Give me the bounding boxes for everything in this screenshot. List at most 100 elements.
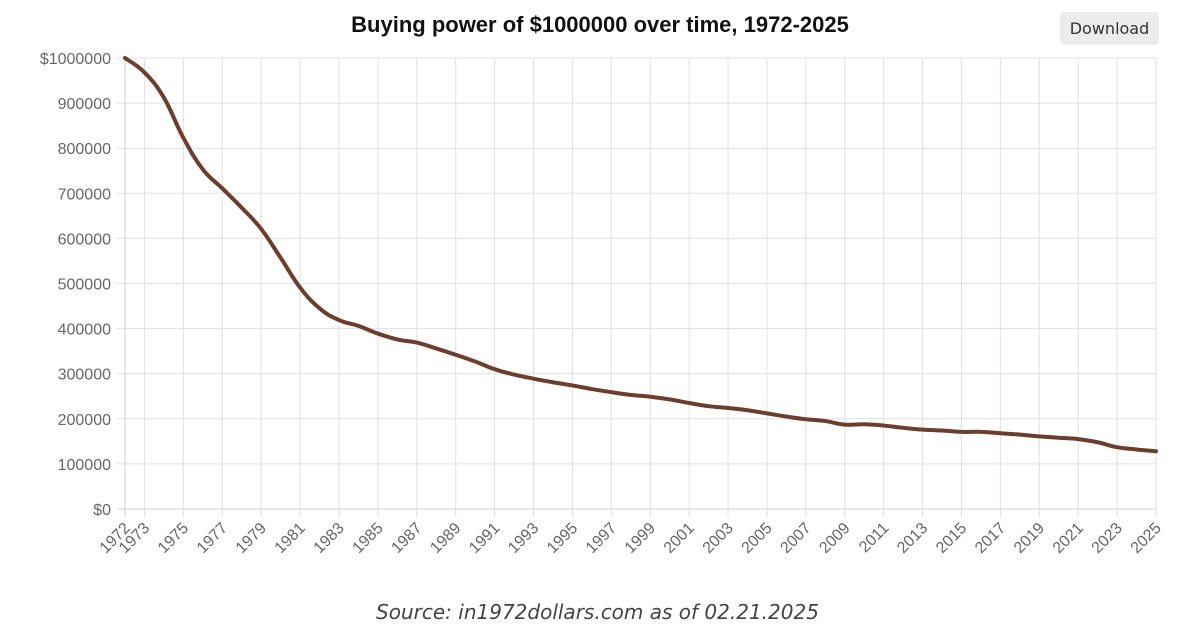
data-point-1996[interactable] [589, 386, 595, 392]
chart-title: Buying power of $1000000 over time, 1972… [351, 12, 849, 37]
data-point-1973[interactable] [141, 69, 147, 75]
data-point-2001[interactable] [686, 400, 692, 406]
data-point-2004[interactable] [744, 407, 750, 413]
data-point-1977[interactable] [219, 185, 225, 191]
data-point-2012[interactable] [900, 425, 906, 431]
x-tick-label: 1993 [505, 520, 542, 557]
y-tick-label: 900000 [58, 96, 111, 113]
x-tick-label: 1997 [583, 520, 620, 557]
x-tick-label: 2003 [700, 520, 737, 557]
data-point-1976[interactable] [200, 166, 206, 172]
data-point-2019[interactable] [1036, 433, 1042, 439]
data-point-1993[interactable] [531, 376, 537, 382]
y-tick-label: $1000000 [40, 51, 111, 68]
x-tick-label: 2001 [661, 520, 698, 557]
data-point-2002[interactable] [706, 403, 712, 409]
data-point-2015[interactable] [958, 429, 964, 435]
source-note: Source: in1972dollars.com as of 02.21.20… [376, 600, 819, 624]
data-point-2009[interactable] [842, 422, 848, 428]
x-tick-label: 2025 [1128, 520, 1165, 557]
x-tick-label: 1987 [388, 520, 425, 557]
y-tick-label: 800000 [58, 141, 111, 158]
data-point-2025[interactable] [1153, 448, 1159, 454]
data-point-2007[interactable] [803, 416, 809, 422]
x-tick-label: 1981 [272, 520, 309, 557]
data-point-2023[interactable] [1114, 444, 1120, 450]
data-point-2016[interactable] [978, 429, 984, 435]
data-point-1991[interactable] [492, 366, 498, 372]
data-point-1992[interactable] [511, 372, 517, 378]
data-point-1994[interactable] [550, 379, 556, 385]
data-point-2010[interactable] [861, 421, 867, 427]
data-point-2000[interactable] [667, 396, 673, 402]
x-tick-label: 2013 [894, 520, 931, 557]
download-button[interactable]: Download [1060, 12, 1159, 45]
x-tick-label: 1977 [194, 520, 231, 557]
x-tick-label: 2019 [1011, 520, 1048, 557]
data-point-1983[interactable] [336, 317, 342, 323]
data-point-1972[interactable] [122, 55, 128, 61]
data-point-1990[interactable] [472, 359, 478, 365]
y-tick-label: 600000 [58, 231, 111, 248]
y-axis: $0 100000 200000 300000 400000 500000 600000 70… [40, 51, 111, 519]
data-point-1984[interactable] [355, 323, 361, 329]
data-point-1980[interactable] [278, 255, 284, 261]
x-tick-label: 2011 [856, 520, 892, 556]
x-tick-label: 2023 [1089, 520, 1126, 557]
data-point-1979[interactable] [258, 226, 264, 232]
data-point-1999[interactable] [647, 394, 653, 400]
data-point-1974[interactable] [161, 95, 167, 101]
data-point-2017[interactable] [997, 430, 1003, 436]
data-point-1986[interactable] [394, 336, 400, 342]
x-tick-label: 1999 [622, 520, 659, 557]
data-point-2013[interactable] [920, 427, 926, 433]
x-tick-label: 2007 [777, 520, 814, 557]
data-point-1998[interactable] [628, 392, 634, 398]
x-tick-label: 1995 [544, 520, 581, 557]
data-point-2005[interactable] [764, 410, 770, 416]
data-point-1978[interactable] [239, 205, 245, 211]
x-tick-label: 1975 [155, 520, 192, 557]
data-point-1981[interactable] [297, 285, 303, 291]
data-point-1988[interactable] [433, 345, 439, 351]
y-tick-label: $0 [93, 502, 111, 519]
data-point-2006[interactable] [783, 414, 789, 420]
x-tick-label: 1991 [466, 520, 503, 557]
series [122, 55, 1159, 454]
data-point-2018[interactable] [1017, 432, 1023, 438]
data-point-1997[interactable] [608, 389, 614, 395]
data-point-1982[interactable] [317, 305, 323, 311]
data-point-2008[interactable] [822, 418, 828, 424]
x-tick-label: 1989 [427, 520, 464, 557]
x-tick-label: 1983 [311, 520, 348, 557]
x-tick-label: 1979 [233, 520, 270, 557]
data-point-1975[interactable] [180, 135, 186, 141]
data-point-2020[interactable] [1056, 435, 1062, 441]
line-chart: $0 100000 200000 300000 400000 500000 600000 70… [40, 51, 1165, 557]
x-tick-label: 2021 [1050, 520, 1087, 557]
data-point-2024[interactable] [1134, 446, 1140, 452]
x-tick-label: 2005 [739, 520, 776, 557]
data-point-2011[interactable] [881, 423, 887, 429]
y-tick-label: 300000 [58, 367, 111, 384]
y-tick-label: 100000 [58, 457, 111, 474]
y-tick-label: 400000 [58, 322, 111, 339]
y-tick-label: 200000 [58, 412, 111, 429]
y-tick-label: 700000 [58, 186, 111, 203]
data-point-1987[interactable] [414, 340, 420, 346]
data-point-1989[interactable] [453, 352, 459, 358]
data-point-2003[interactable] [725, 405, 731, 411]
data-point-2022[interactable] [1095, 439, 1101, 445]
x-tick-label: 2009 [816, 520, 853, 557]
y-tick-label: 500000 [58, 277, 111, 294]
data-point-2021[interactable] [1075, 436, 1081, 442]
x-tick-label: 1985 [350, 520, 387, 557]
x-tick-label: 2015 [933, 520, 970, 557]
x-tick-label: 2017 [972, 520, 1009, 557]
grid [117, 57, 1157, 517]
series-line [123, 56, 1158, 454]
data-point-2014[interactable] [939, 428, 945, 434]
data-point-1985[interactable] [375, 331, 381, 337]
data-point-1995[interactable] [569, 382, 575, 388]
